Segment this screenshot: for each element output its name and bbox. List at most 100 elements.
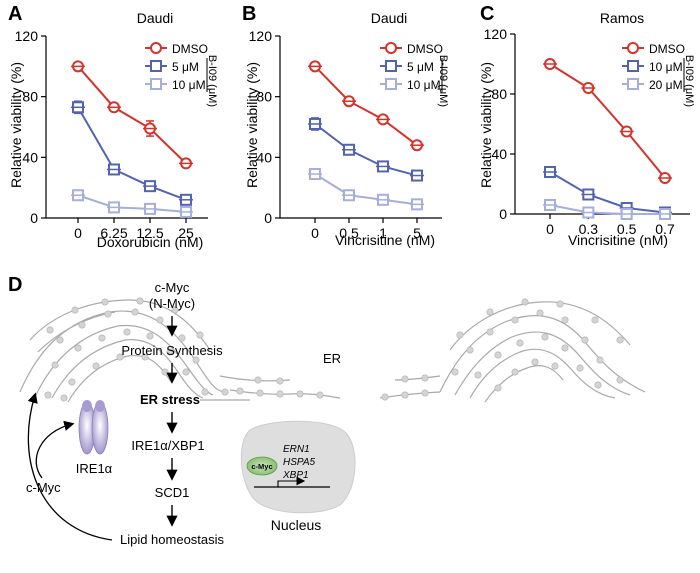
scd1-label: SCD1 xyxy=(155,485,190,500)
panel-a-y-tick-label: 80 xyxy=(22,89,38,105)
panel-c-legend-group: B-I09 (μM) xyxy=(683,55,695,107)
panel-c-legend-label: DMSO xyxy=(649,42,685,56)
panel-a-legend-group: B-I09 (μM) xyxy=(206,55,218,107)
ire1a-label: IRE1α xyxy=(76,461,113,476)
panel-b-y-tick-label: 0 xyxy=(264,210,272,226)
panel-b-x-tick-label: 1 xyxy=(379,225,387,241)
panel-c-legend-marker xyxy=(627,42,639,54)
panel-c-y-tick-label: 0 xyxy=(499,206,507,222)
panel-a-series-line xyxy=(77,194,187,213)
ribosome-dot xyxy=(596,356,604,364)
panel-b-legend-group: B-I09 (μM) xyxy=(437,55,449,107)
panel-a-title: Daudi xyxy=(137,10,174,26)
panel-a-chart: A Daudi Relative viability (%) Doxorubic… xyxy=(8,3,218,250)
panel-c-ylabel: Relative viability (%) xyxy=(478,62,494,188)
panel-b-x-tick-label: 0.5 xyxy=(339,225,359,241)
ribosome-dot xyxy=(156,316,164,324)
nucleus-shape xyxy=(240,420,356,514)
panel-c-series-line xyxy=(549,63,666,179)
ribosome-dot xyxy=(141,353,149,361)
ribosome-dot xyxy=(104,310,112,318)
panel-b-chart: B Daudi Relative viability (%) Vincrisit… xyxy=(242,3,449,248)
panel-c-series-line xyxy=(549,204,665,215)
nucleus-cmyc-label: c-Myc xyxy=(251,462,272,471)
ribosome-dot xyxy=(541,333,549,341)
ribosome-dot xyxy=(46,326,54,334)
gene-hspa5: HSPA5 xyxy=(283,457,315,468)
panel-a-legend-marker xyxy=(150,60,162,72)
ribosome-dot xyxy=(74,344,82,352)
panel-a-legend-label: DMSO xyxy=(172,42,208,56)
nmyc-label: (N-Myc) xyxy=(149,296,195,311)
panel-a-series-line xyxy=(77,65,187,165)
panel-c-y-tick-label: 40 xyxy=(491,146,507,162)
panel-a-legend-marker xyxy=(150,42,162,54)
ribosome-dot xyxy=(196,331,204,339)
panel-a-x-tick-label: 25 xyxy=(178,225,194,241)
panel-c-plot: 0 40 80 120 0 0.3 0.5 0.7 xyxy=(484,26,690,237)
cmyc-side-label: c-Myc xyxy=(26,480,61,495)
panel-c-chart: C Ramos Relative viability (%) Vincrisit… xyxy=(478,3,695,248)
ribosome-dot xyxy=(421,374,429,382)
panel-c-x-tick-label: 0.7 xyxy=(655,221,675,237)
cmyc-top-label: c-Myc xyxy=(155,280,190,295)
ribosome-dot xyxy=(166,348,174,356)
ribosome-dot xyxy=(178,334,186,342)
ribosome-dot xyxy=(581,336,589,344)
ire1-xbp1-label: IRE1α/XBP1 xyxy=(131,438,204,453)
ribosome-dot xyxy=(276,390,284,398)
panel-b-legend-marker xyxy=(385,60,397,72)
panel-c-legend-marker xyxy=(627,78,639,90)
er-stress-label: ER stress xyxy=(140,392,200,407)
ribosome-dot xyxy=(92,362,100,370)
ribosome-dot xyxy=(254,376,262,384)
panel-c-legend: B-I09 (μM) DMSO 10 μM 20 μM xyxy=(622,42,695,107)
ribosome-dot xyxy=(594,381,602,389)
panel-a-x-tick-label: 6.25 xyxy=(100,225,127,241)
ribosome-dot xyxy=(56,336,64,344)
panel-a-legend-marker xyxy=(150,78,162,90)
ribosome-dot xyxy=(401,391,409,399)
panel-a-ylabel: Relative viability (%) xyxy=(8,62,24,188)
transcription-start-arrow xyxy=(277,476,306,487)
ribosome-dot xyxy=(276,377,284,385)
ribosome-dot xyxy=(486,328,494,336)
panel-b-legend-label: 10 μM xyxy=(407,78,441,92)
ribosome-dot xyxy=(486,308,494,316)
panel-b-series-line xyxy=(314,123,418,177)
ribosome-dot xyxy=(511,316,519,324)
panel-b-x-tick-label: 0 xyxy=(311,225,319,241)
ribosome-dot xyxy=(201,388,209,396)
panel-b-legend-marker xyxy=(385,42,397,54)
ribosome-dot xyxy=(456,331,464,339)
panel-c-y-tick-label: 80 xyxy=(491,86,507,102)
panel-b-legend: B-I09 (μM) DMSO 5 μM 10 μM xyxy=(380,42,449,107)
panel-a-label: A xyxy=(8,3,22,25)
ribosome-dot xyxy=(521,298,529,306)
panel-c-label: C xyxy=(480,3,494,25)
ribosome-dot xyxy=(192,356,200,364)
ribosome-dot xyxy=(136,297,144,305)
ribosome-dot xyxy=(451,368,459,376)
panel-c-legend-label: 20 μM xyxy=(649,78,683,92)
ribosome-dot xyxy=(494,351,502,359)
nucleus-cmyc-icon xyxy=(246,456,278,476)
ribosome-dot xyxy=(616,376,624,384)
panel-b-legend-label: DMSO xyxy=(407,42,443,56)
ribosome-dot xyxy=(401,375,409,383)
panel-a-x-tick-label: 12.5 xyxy=(136,225,163,241)
gene-xbp1: XBP1 xyxy=(282,470,309,481)
ribosome-dot xyxy=(101,298,109,306)
panel-b-y-tick-label: 40 xyxy=(256,149,272,165)
panel-a-xlabel: Doxorubicin (nM) xyxy=(97,234,204,250)
ribosome-dot xyxy=(511,368,519,376)
ribosome-dot xyxy=(531,358,539,366)
panel-b-title: Daudi xyxy=(371,10,408,26)
ribosome-dot xyxy=(171,306,179,314)
ribosome-dot xyxy=(494,384,502,392)
panel-c-x-tick-label: 0 xyxy=(546,221,554,237)
ribosome-dot xyxy=(161,368,169,376)
panel-a-legend: B-I09 (μM) DMSO 5 μM 10 μM xyxy=(145,42,218,107)
panel-a-series-line xyxy=(77,106,187,201)
